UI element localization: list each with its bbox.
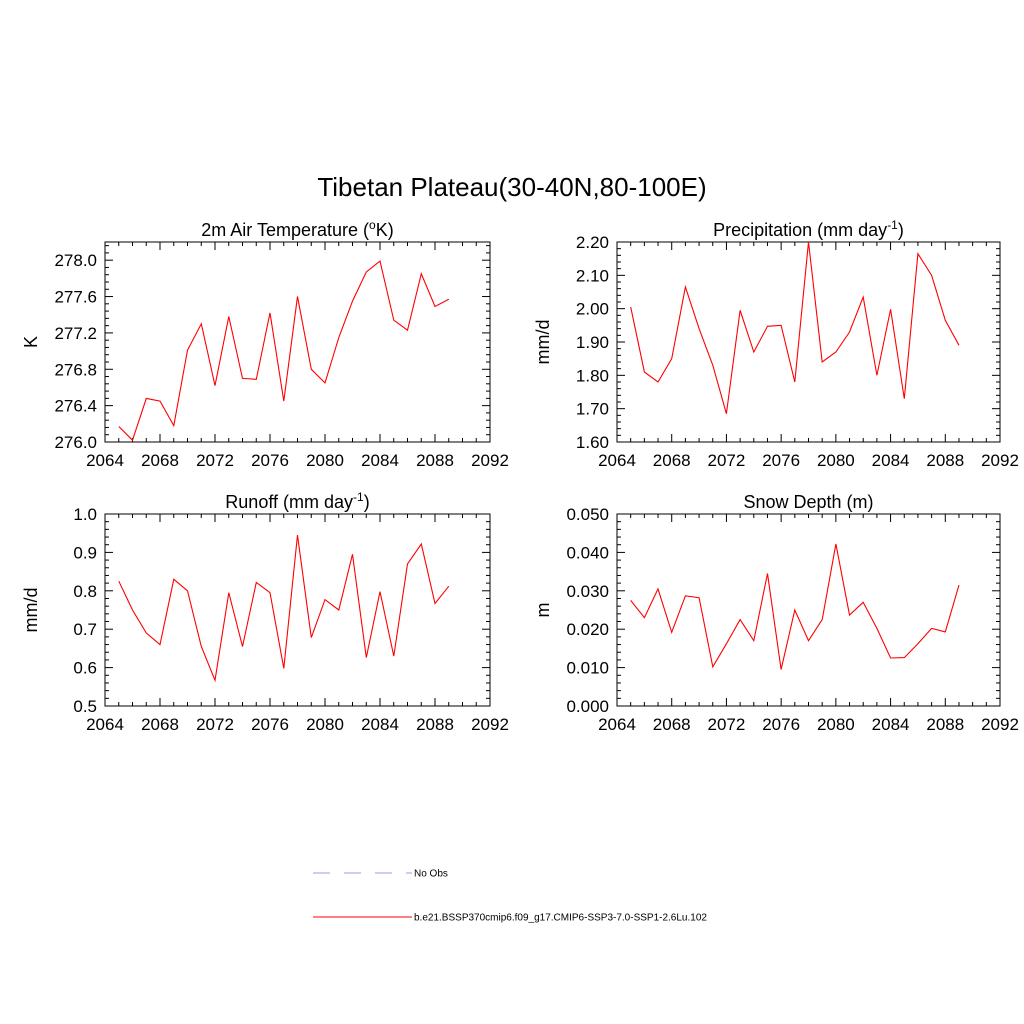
y-tick-label: 1.0 (73, 505, 97, 524)
y-tick-label: 1.80 (576, 366, 609, 385)
series-line (630, 543, 960, 670)
panel-title: 2m Air Temperature (oK) (201, 218, 393, 240)
x-tick-label: 2068 (653, 451, 691, 470)
x-tick-label: 2068 (141, 715, 179, 734)
x-tick-label: 2064 (86, 451, 124, 470)
y-tick-label: 0.6 (73, 659, 97, 678)
x-tick-label: 2084 (872, 451, 910, 470)
y-tick-label: 0.020 (566, 620, 609, 639)
panel-title: Runoff (mm day-1) (225, 490, 369, 512)
panel-title-post: ) (898, 220, 904, 240)
x-tick-label: 2076 (251, 451, 289, 470)
x-tick-label: 2072 (708, 715, 746, 734)
x-tick-label: 2072 (196, 715, 234, 734)
x-tick-label: 2084 (361, 451, 399, 470)
x-tick-label: 2084 (361, 715, 399, 734)
y-tick-label: 276.0 (54, 433, 97, 452)
y-tick-label: 0.8 (73, 582, 97, 601)
y-tick-label: 0.5 (73, 697, 97, 716)
plot-frame (104, 241, 491, 443)
panel-title-main: 2m Air Temperature ( (201, 220, 369, 240)
panel-title: Precipitation (mm day-1) (713, 218, 904, 240)
plot-frame (616, 513, 1001, 707)
y-tick-label: 0.040 (566, 543, 609, 562)
y-tick-label: 276.4 (54, 397, 97, 416)
x-tick-label: 2076 (762, 715, 800, 734)
x-tick-label: 2080 (306, 451, 344, 470)
x-tick-label: 2068 (653, 715, 691, 734)
x-tick-label: 2076 (762, 451, 800, 470)
x-tick-label: 2072 (196, 451, 234, 470)
x-tick-label: 2092 (471, 451, 509, 470)
y-tick-label: 1.60 (576, 433, 609, 452)
panel-title-post: K) (376, 220, 394, 240)
x-tick-label: 2064 (598, 451, 636, 470)
panel-title-post: ) (364, 492, 370, 512)
x-tick-label: 2088 (926, 715, 964, 734)
x-tick-label: 2080 (306, 715, 344, 734)
chart-panel-1: 2064 2068 2072 2076 2080 2084 2088 2092 276.0 276… (21, 218, 509, 470)
y-tick-label: 0.010 (566, 659, 609, 678)
panel-title-main: Precipitation (mm day (713, 220, 887, 240)
legend: No Obs b.e21.BSSP370cmip6.f09_g17.CMIP6-S… (313, 869, 707, 924)
x-tick-label: 2084 (872, 715, 910, 734)
x-tick-label: 2092 (471, 715, 509, 734)
y-tick-label: 277.6 (54, 288, 97, 307)
y-tick-label: 1.70 (576, 400, 609, 419)
legend-label: b.e21.BSSP370cmip6.f09_g17.CMIP6-SSP3-7.… (414, 913, 707, 924)
x-tick-label: 2076 (251, 715, 289, 734)
series-line (630, 241, 960, 414)
x-tick-label: 2092 (981, 451, 1019, 470)
y-tick-label: 0.7 (73, 620, 97, 639)
x-tick-label: 2068 (141, 451, 179, 470)
y-tick-label: 277.2 (54, 324, 97, 343)
plot-frame (104, 513, 491, 707)
panels: 2064 2068 2072 2076 2080 2084 2088 2092 276.0 276… (21, 218, 1019, 734)
y-tick-label: 2.20 (576, 233, 609, 252)
series-line (118, 260, 450, 442)
y-tick-label: 0.000 (566, 697, 609, 716)
y-tick-label: 2.10 (576, 266, 609, 285)
x-tick-label: 2092 (981, 715, 1019, 734)
y-axis-label: mm/d (533, 320, 553, 365)
y-axis-label: K (21, 336, 41, 348)
x-tick-label: 2088 (416, 715, 454, 734)
panel-title-main: Runoff (mm day (225, 492, 353, 512)
chart-panel-2: 2064 2068 2072 2076 2080 2084 2088 2092 1.60 1.70… (533, 218, 1019, 470)
y-axis-label: mm/d (21, 588, 41, 633)
panel-title-superscript: -1 (353, 490, 364, 504)
panel-title-superscript: -1 (887, 218, 898, 232)
chart-panel-3: 2064 2068 2072 2076 2080 2084 2088 2092 0.5 0.6 0.… (21, 490, 509, 734)
y-tick-label: 2.00 (576, 300, 609, 319)
panel-title-main: Snow Depth (m) (743, 492, 873, 512)
x-tick-label: 2072 (708, 451, 746, 470)
x-tick-label: 2080 (817, 451, 855, 470)
y-axis-label: m (533, 603, 553, 618)
y-tick-label: 276.8 (54, 360, 97, 379)
x-tick-label: 2088 (926, 451, 964, 470)
y-tick-label: 0.9 (73, 543, 97, 562)
y-tick-label: 0.030 (566, 582, 609, 601)
x-tick-label: 2064 (598, 715, 636, 734)
panel-title-superscript: o (369, 218, 376, 232)
x-tick-label: 2064 (86, 715, 124, 734)
panel-title: Snow Depth (m) (743, 492, 873, 512)
y-tick-label: 278.0 (54, 251, 97, 270)
x-tick-label: 2080 (817, 715, 855, 734)
chart-panel-4: 2064 2068 2072 2076 2080 2084 2088 2092 0.000 0.0… (533, 492, 1019, 734)
legend-label: No Obs (414, 869, 448, 880)
series-line (118, 535, 450, 683)
x-tick-label: 2088 (416, 451, 454, 470)
y-tick-label: 0.050 (566, 505, 609, 524)
figure-title: Tibetan Plateau(30-40N,80-100E) (317, 172, 706, 202)
y-tick-label: 1.90 (576, 333, 609, 352)
